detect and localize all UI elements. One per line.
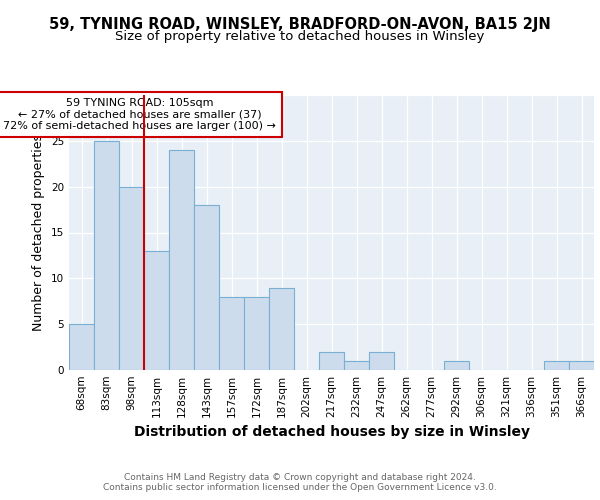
Bar <box>119 186 144 370</box>
Y-axis label: Number of detached properties: Number of detached properties <box>32 134 46 331</box>
Bar <box>319 352 344 370</box>
Bar <box>244 296 269 370</box>
Text: 59 TYNING ROAD: 105sqm
← 27% of detached houses are smaller (37)
72% of semi-det: 59 TYNING ROAD: 105sqm ← 27% of detached… <box>4 98 277 131</box>
Bar <box>169 150 194 370</box>
Bar <box>69 324 94 370</box>
Bar <box>269 288 294 370</box>
Bar <box>94 141 119 370</box>
Bar <box>569 361 594 370</box>
Text: Size of property relative to detached houses in Winsley: Size of property relative to detached ho… <box>115 30 485 43</box>
X-axis label: Distribution of detached houses by size in Winsley: Distribution of detached houses by size … <box>133 426 530 440</box>
Bar <box>444 361 469 370</box>
Bar <box>194 205 219 370</box>
Text: Contains HM Land Registry data © Crown copyright and database right 2024.
Contai: Contains HM Land Registry data © Crown c… <box>103 473 497 492</box>
Bar <box>544 361 569 370</box>
Text: 59, TYNING ROAD, WINSLEY, BRADFORD-ON-AVON, BA15 2JN: 59, TYNING ROAD, WINSLEY, BRADFORD-ON-AV… <box>49 18 551 32</box>
Bar <box>344 361 369 370</box>
Bar <box>219 296 244 370</box>
Bar <box>369 352 394 370</box>
Bar <box>144 251 169 370</box>
